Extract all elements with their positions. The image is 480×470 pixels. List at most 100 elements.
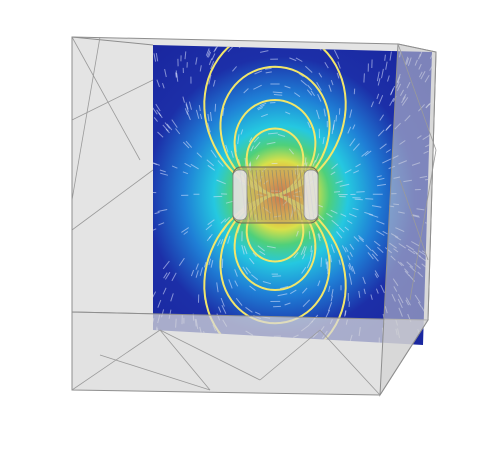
flow-streak [324,62,329,69]
flow-streak [207,219,215,226]
flow-streak [348,273,352,280]
flow-streak [211,53,216,61]
flow-streak [289,57,297,62]
flow-streak [188,101,192,110]
flow-streak [221,304,227,314]
flow-streak [379,114,385,121]
flow-streak [162,287,167,295]
flow-streak [381,68,384,79]
flow-streak [190,163,199,170]
flow-streak [154,211,160,215]
winding-wire [279,169,287,221]
flow-streak [358,290,361,298]
flow-streak [355,163,361,168]
flow-streak [195,109,200,119]
flow-streak [230,150,234,158]
flow-streak [390,88,394,95]
flow-streak [203,261,207,268]
flow-streak [288,148,294,155]
flow-streak [331,163,339,170]
flow-streak [268,132,278,135]
flow-streak [212,79,216,87]
flow-streak [208,233,213,239]
flow-streak [354,198,363,201]
flow-streak [385,61,388,70]
flow-streak [243,245,248,255]
flow-streak [376,71,380,82]
flow-streak [214,103,217,112]
flow-streak [155,53,159,62]
flow-streak [378,177,385,181]
flow-streak [363,73,365,83]
flow-streak [371,253,379,262]
flow-streak [335,115,337,122]
flow-streak [385,149,391,153]
flow-streak [318,72,323,78]
flow-streak [371,205,382,208]
flow-streak [255,154,260,160]
flow-streak [379,143,387,150]
flow-streak [329,254,332,263]
flow-streak [162,124,169,132]
flow-streak [358,235,364,241]
flow-streak [330,209,338,214]
flow-streak [277,293,288,297]
flow-streak [159,169,166,173]
flow-streak [320,257,323,267]
flow-streak [208,258,212,266]
flow-streak [322,137,325,145]
flow-streak [362,276,366,285]
flow-streak [373,240,381,247]
flow-streak [184,162,192,168]
flow-streak [347,126,352,134]
winding-wire [275,169,283,221]
flow-streak [332,120,335,130]
flow-streak [254,70,263,75]
winding-wire [267,169,275,221]
flow-streak [344,226,350,231]
flow-streak [171,165,178,169]
flow-streak [252,252,257,258]
flow-streak [310,250,313,260]
flow-streak [186,111,191,121]
flow-streak [349,138,356,147]
flow-streak [205,48,210,56]
flow-streak [384,54,386,61]
flow-streak [376,183,386,187]
flow-streak [330,79,334,86]
flow-streak [349,109,353,118]
flow-streak [156,79,160,88]
flow-streak [377,246,384,253]
winding-wire [283,169,291,221]
flow-streak [244,157,247,167]
flow-streak [250,274,259,281]
flow-streak [294,92,301,98]
winding-wire [251,169,259,221]
flow-streak [245,267,251,274]
flow-streak [185,102,189,110]
flow-streak [272,275,282,277]
flow-streak [227,235,231,244]
flow-streak [375,288,379,294]
flow-streak [337,61,341,69]
flow-streak [330,171,336,176]
flow-streak [182,96,185,103]
flow-streak [217,239,221,247]
flow-streak [253,136,260,143]
flow-streak [318,233,321,239]
flow-streak [284,85,291,89]
flow-streak [257,106,263,111]
flow-streak [220,238,224,245]
flow-streak [195,270,199,278]
flow-streak [376,220,385,225]
flow-streak [164,122,171,129]
flow-streak [352,124,356,130]
flow-streak [376,175,382,178]
flow-streak [293,252,299,259]
flow-streak [377,129,385,137]
flow-streak [336,231,343,239]
flow-streak [185,140,193,148]
flow-streak [348,213,357,218]
